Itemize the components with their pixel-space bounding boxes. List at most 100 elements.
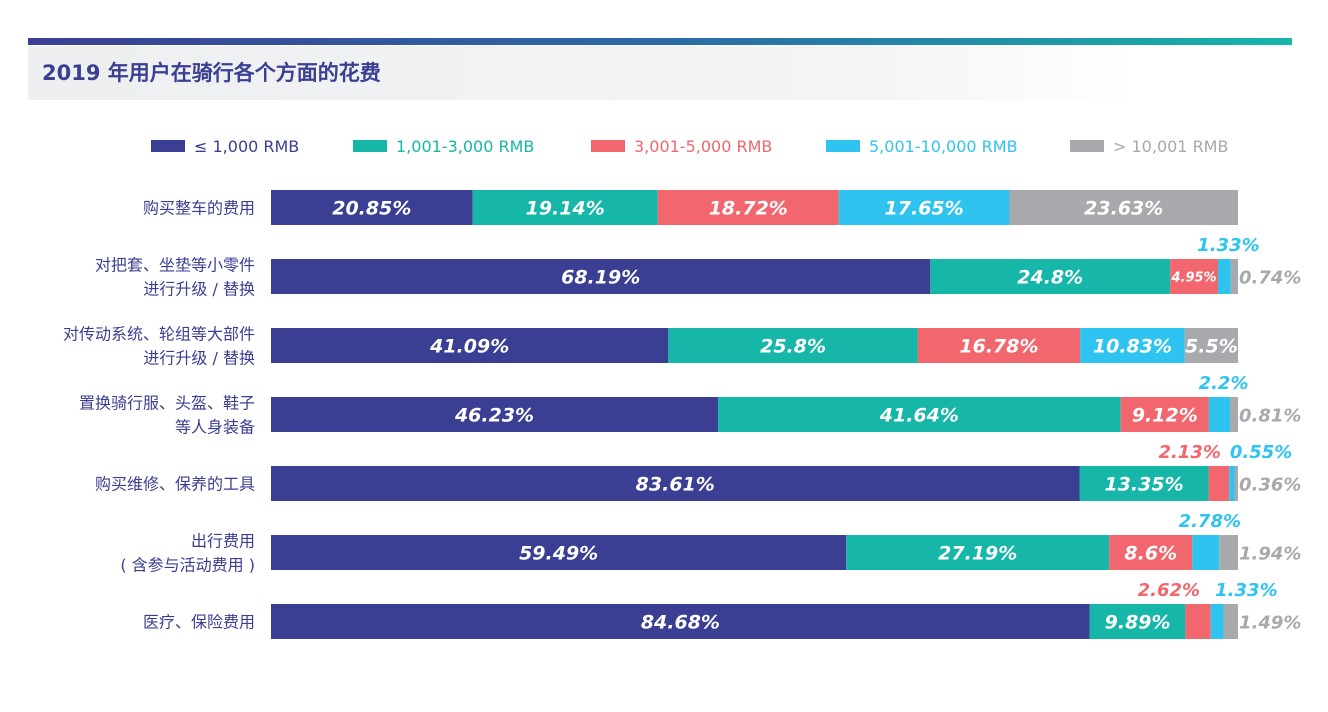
data-label-5-4: 0.55% <box>1230 442 1292 463</box>
bar-segment-5-3 <box>1208 466 1230 501</box>
category-label-4-1: 置换骑行服、头盔、鞋子 <box>79 394 255 413</box>
data-label-1-4: 17.65% <box>885 198 964 220</box>
bar-segment-5-1 <box>271 466 1080 501</box>
legend-label-3: 3,001-5,000 RMB <box>634 136 773 156</box>
bar-segment-4-1 <box>271 397 719 432</box>
category-label-6-2: ( 含参与活动费用 ) <box>120 556 255 575</box>
category-label-3-2: 进行升级 / 替换 <box>143 349 255 368</box>
bar-segment-4-3 <box>1120 397 1209 432</box>
data-label-2-1: 68.19% <box>561 267 640 289</box>
category-label-1-1: 购买整车的费用 <box>143 199 255 218</box>
data-label-3-5: 5.5% <box>1185 336 1238 358</box>
data-label-2-5: 0.74% <box>1239 268 1301 289</box>
bar-segment-3-3 <box>917 328 1081 363</box>
data-label-1-2: 19.14% <box>526 198 605 220</box>
data-label-6-4: 2.78% <box>1179 511 1241 532</box>
bar-segment-1-5 <box>1009 190 1238 225</box>
bar-segment-7-4 <box>1210 604 1224 639</box>
bar-segment-1-1 <box>271 190 473 225</box>
title-accent-line <box>28 38 1292 45</box>
bar-segment-7-2 <box>1089 604 1186 639</box>
bar-segment-6-2 <box>846 535 1110 570</box>
legend-swatch-3 <box>591 140 625 152</box>
category-label-2-1: 对把套、坐垫等小零件 <box>95 256 255 275</box>
legend-swatch-5 <box>1070 140 1104 152</box>
category-label-2-2: 进行升级 / 替换 <box>143 280 255 299</box>
bar-segment-4-5 <box>1230 397 1238 432</box>
bar-segment-1-4 <box>838 190 1010 225</box>
category-label-5-1: 购买维修、保养的工具 <box>95 475 255 494</box>
data-label-1-1: 20.85% <box>332 198 411 220</box>
data-label-6-2: 27.19% <box>938 543 1017 565</box>
bar-segment-1-3 <box>657 190 839 225</box>
data-label-2-2: 24.8% <box>1017 267 1083 289</box>
bar-segment-2-2 <box>930 259 1171 294</box>
data-label-6-1: 59.49% <box>519 543 598 565</box>
bar-segment-2-5 <box>1230 259 1238 294</box>
bar-segment-7-1 <box>271 604 1090 639</box>
data-label-2-4: 1.33% <box>1197 235 1259 256</box>
legend-label-4: 5,001-10,000 RMB <box>869 136 1018 156</box>
bar-segment-6-3 <box>1109 535 1193 570</box>
data-label-6-3: 8.6% <box>1124 543 1177 565</box>
legend-item-4: 5,001-10,000 RMB <box>826 134 1018 158</box>
data-label-7-4: 1.33% <box>1215 580 1277 601</box>
data-label-5-3: 2.13% <box>1158 442 1220 463</box>
bar-segment-5-5 <box>1234 466 1238 501</box>
data-label-4-4: 2.2% <box>1199 373 1249 394</box>
bar-segment-6-1 <box>271 535 847 570</box>
legend-swatch-4 <box>826 140 860 152</box>
bar-segment-7-3 <box>1185 604 1211 639</box>
category-label-6-1: 出行费用 <box>191 532 255 551</box>
data-label-3-4: 10.83% <box>1093 336 1172 358</box>
data-label-3-3: 16.78% <box>959 336 1038 358</box>
legend-swatch-1 <box>151 140 185 152</box>
data-label-1-3: 18.72% <box>709 198 788 220</box>
bar-segment-5-2 <box>1079 466 1209 501</box>
data-label-3-1: 41.09% <box>429 336 509 358</box>
bar-segment-6-4 <box>1192 535 1220 570</box>
data-label-4-3: 9.12% <box>1132 405 1198 427</box>
data-label-2-3: 4.95% <box>1170 271 1216 286</box>
bar-segment-2-4 <box>1217 259 1231 294</box>
bar-segment-2-1 <box>271 259 931 294</box>
data-label-5-5: 0.36% <box>1239 475 1301 496</box>
bar-segment-3-1 <box>271 328 669 363</box>
legend-item-5: > 10,001 RMB <box>1070 134 1228 158</box>
bar-segment-1-2 <box>472 190 658 225</box>
data-label-4-1: 46.23% <box>454 405 534 427</box>
data-label-5-2: 13.35% <box>1104 474 1183 496</box>
bar-segment-5-4 <box>1229 466 1235 501</box>
data-label-5-1: 83.61% <box>636 474 715 496</box>
data-label-7-2: 9.89% <box>1105 612 1171 634</box>
bar-segment-2-3 <box>1170 259 1218 294</box>
data-label-7-3: 2.62% <box>1138 580 1200 601</box>
legend-label-5: > 10,001 RMB <box>1113 136 1229 156</box>
legend-label-2: 1,001-3,000 RMB <box>396 136 535 156</box>
chart-legend: ≤ 1,000 RMB 1,001-3,000 RMB 3,001-5,000 … <box>0 134 1328 158</box>
bar-segment-3-4 <box>1080 328 1185 363</box>
bar-segment-6-5 <box>1219 535 1238 570</box>
category-label-7-1: 医疗、保险费用 <box>143 613 255 632</box>
bar-segment-3-2 <box>668 328 918 363</box>
data-label-4-5: 0.81% <box>1239 406 1301 427</box>
data-label-6-5: 1.94% <box>1239 544 1301 565</box>
legend-label-1: ≤ 1,000 RMB <box>194 136 300 156</box>
category-label-4-2: 等人身装备 <box>175 418 255 437</box>
chart-title: 2019 年用户在骑行各个方面的花费 <box>42 61 381 85</box>
legend-swatch-2 <box>353 140 387 152</box>
bar-segment-7-5 <box>1223 604 1238 639</box>
title-bar <box>28 46 1134 100</box>
data-label-7-5: 1.49% <box>1239 613 1301 634</box>
data-label-3-2: 25.8% <box>760 336 826 358</box>
category-label-3-1: 对传动系统、轮组等大部件 <box>63 325 255 344</box>
data-label-4-2: 41.64% <box>879 405 959 427</box>
bar-segment-3-5 <box>1184 328 1238 363</box>
legend-item-3: 3,001-5,000 RMB <box>591 134 772 158</box>
legend-item-1: ≤ 1,000 RMB <box>151 134 299 158</box>
data-label-7-1: 84.68% <box>641 612 720 634</box>
legend-item-2: 1,001-3,000 RMB <box>353 134 534 158</box>
bar-segment-4-2 <box>718 397 1121 432</box>
bar-segment-4-4 <box>1208 397 1231 432</box>
